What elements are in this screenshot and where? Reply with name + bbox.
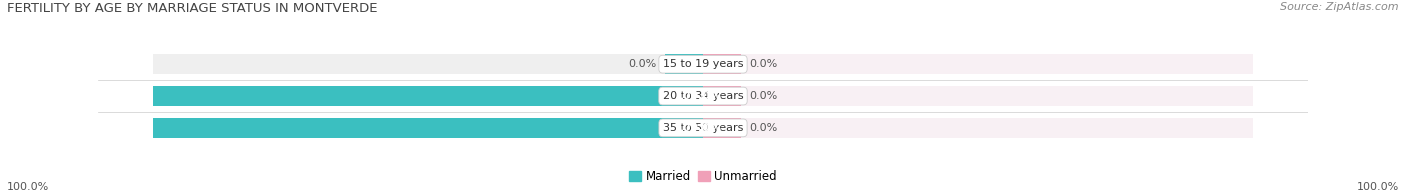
Bar xyxy=(703,86,741,106)
Bar xyxy=(153,118,703,138)
Text: 0.0%: 0.0% xyxy=(749,123,778,133)
Text: Source: ZipAtlas.com: Source: ZipAtlas.com xyxy=(1281,2,1399,12)
Legend: Married, Unmarried: Married, Unmarried xyxy=(624,166,782,188)
Text: 100.0%: 100.0% xyxy=(675,91,721,101)
Bar xyxy=(153,86,703,106)
Text: 15 to 19 years: 15 to 19 years xyxy=(662,59,744,69)
Text: 100.0%: 100.0% xyxy=(1357,182,1399,192)
Bar xyxy=(153,86,703,106)
Text: 100.0%: 100.0% xyxy=(675,123,721,133)
Bar xyxy=(153,118,703,138)
Text: 0.0%: 0.0% xyxy=(628,59,657,69)
Text: 0.0%: 0.0% xyxy=(749,91,778,101)
Bar xyxy=(665,54,703,74)
Text: 0.0%: 0.0% xyxy=(749,59,778,69)
Text: 100.0%: 100.0% xyxy=(7,182,49,192)
Bar xyxy=(703,54,1253,74)
Text: 20 to 34 years: 20 to 34 years xyxy=(662,91,744,101)
Bar xyxy=(703,54,741,74)
Text: FERTILITY BY AGE BY MARRIAGE STATUS IN MONTVERDE: FERTILITY BY AGE BY MARRIAGE STATUS IN M… xyxy=(7,2,378,15)
Bar xyxy=(153,54,703,74)
Text: 35 to 50 years: 35 to 50 years xyxy=(662,123,744,133)
Bar xyxy=(703,86,1253,106)
Bar xyxy=(703,118,1253,138)
Bar xyxy=(703,118,741,138)
